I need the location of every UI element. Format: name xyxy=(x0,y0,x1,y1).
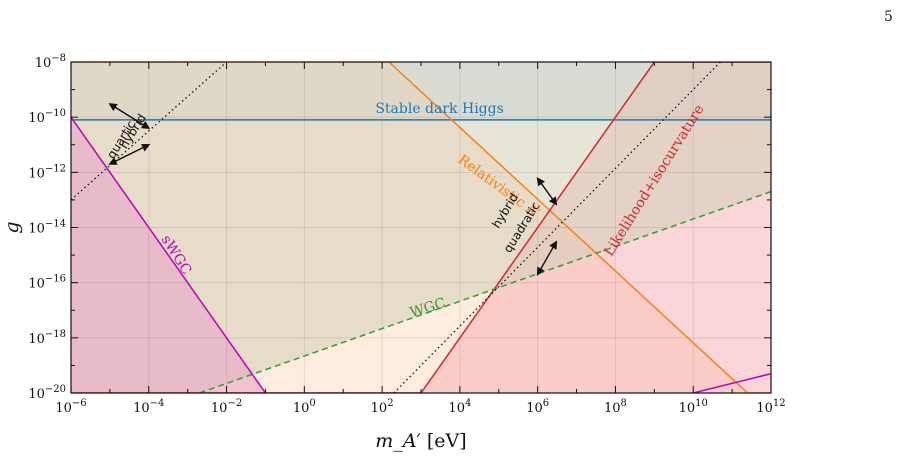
boundary-relativistic-a xyxy=(71,62,771,393)
label-stable-dark-higgs: Stable dark Higgs xyxy=(375,101,503,117)
x-axis-title: m_A′ [eV] xyxy=(375,430,466,452)
x-tick-label: 1012 xyxy=(756,398,785,416)
x-tick-label: 106 xyxy=(526,398,549,416)
boundary-swgc xyxy=(71,116,267,393)
page-number: 5 xyxy=(884,9,893,25)
x-tick-label: 104 xyxy=(448,398,471,416)
boundary-line-6 xyxy=(71,62,227,201)
y-tick-label: 10−20 xyxy=(28,384,66,402)
double-arrow xyxy=(536,240,558,276)
y-tick-label: 10−14 xyxy=(28,219,66,237)
x-tick-label: 10−2 xyxy=(211,398,242,416)
x-tick-label: 10−4 xyxy=(133,398,164,416)
boundary-likelihood-isocurvature xyxy=(71,62,771,393)
y-tick-label: 10−8 xyxy=(35,53,66,71)
boundary-line-7 xyxy=(393,62,721,393)
double-arrow xyxy=(536,177,558,206)
double-arrow xyxy=(108,143,151,165)
x-tick-label: 102 xyxy=(371,398,394,416)
x-tick-label: 108 xyxy=(604,398,627,416)
x-tick-label: 1010 xyxy=(679,398,708,416)
x-tick-label: 100 xyxy=(293,398,316,416)
x-tick-label: 10−6 xyxy=(55,398,86,416)
boundary-wgc xyxy=(199,190,771,393)
double-arrow xyxy=(108,103,151,130)
y-axis-title: g xyxy=(1,221,23,233)
y-tick-label: 10−10 xyxy=(28,108,66,126)
y-tick-label: 10−16 xyxy=(28,274,66,292)
y-tick-label: 10−12 xyxy=(28,163,66,181)
boundary-line-5 xyxy=(693,372,771,393)
y-tick-label: 10−18 xyxy=(28,329,66,347)
